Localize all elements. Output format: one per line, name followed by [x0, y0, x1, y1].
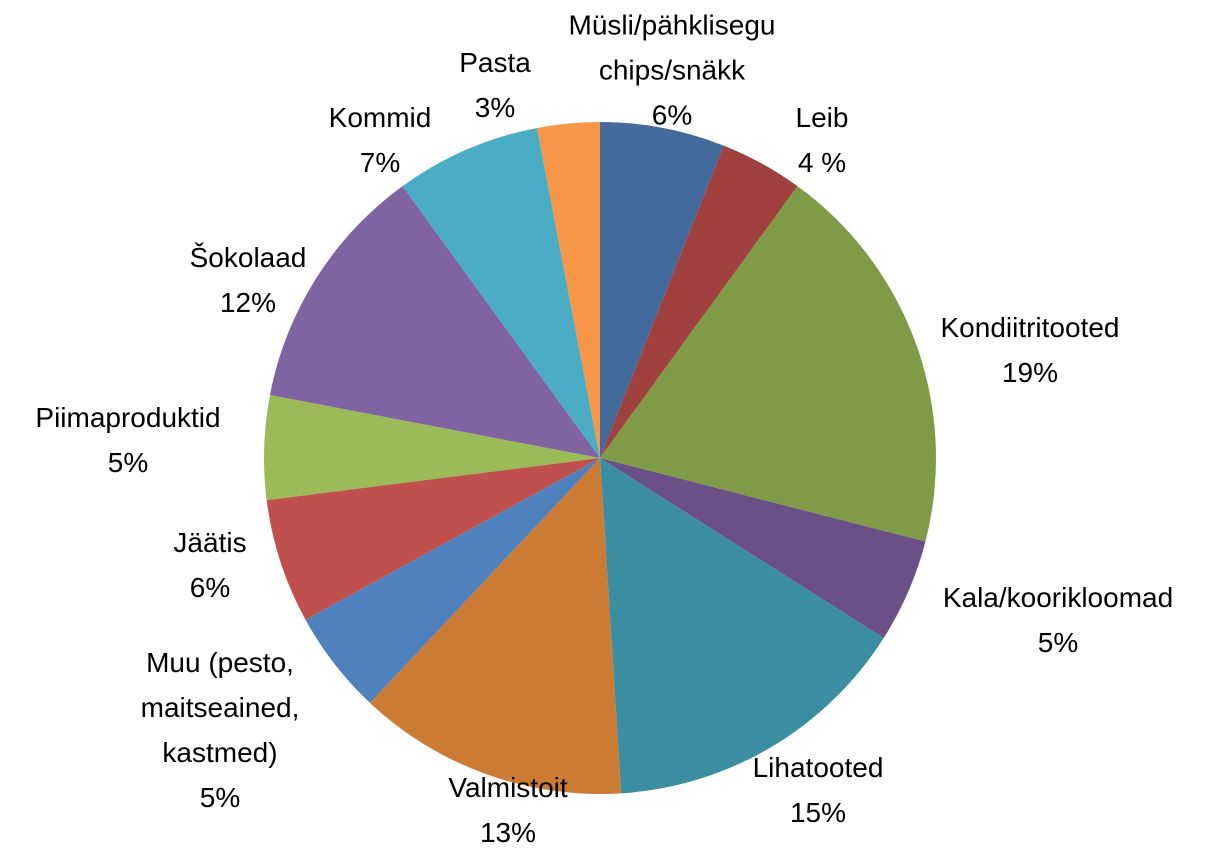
value-label: 5% [199, 782, 241, 813]
value-label: 5% [1037, 627, 1079, 658]
category-label: Valmistoit [448, 772, 568, 803]
slice [264, 395, 600, 501]
slice [266, 458, 600, 620]
category-label: Müsli/pähklisegu chips/snäkk [568, 9, 776, 86]
value-label: 12% [219, 287, 277, 318]
value-label: 6% [651, 99, 693, 131]
value-label: 5% [107, 447, 149, 478]
slice [537, 122, 600, 458]
category-label: Lihatooted [752, 752, 884, 783]
slice [600, 145, 798, 459]
slice-label: Kondiitritooted 19% [940, 305, 1119, 395]
value-label: 15% [789, 797, 847, 828]
slice [600, 458, 884, 794]
value-label: 4 % [797, 147, 847, 178]
category-label: Jäätis [173, 527, 247, 558]
slice-label: Valmistoit 13% [448, 765, 567, 855]
category-label: Kommid [328, 102, 432, 133]
slice-label: Lihatooted 15% [753, 745, 884, 835]
slice-label: Jäätis 6% [173, 520, 246, 610]
slice-label: Kommid 7% [329, 95, 432, 185]
slice [369, 458, 622, 794]
slice [269, 186, 600, 458]
slice [305, 458, 600, 703]
slice [600, 458, 926, 639]
slice-label: Leib 4 % [796, 95, 849, 185]
slice-label: Müsli/pähklisegu chips/snäkk 6% [569, 3, 776, 138]
category-label: Šokolaad [189, 242, 307, 273]
slice [402, 127, 600, 459]
slice-label: Muu (pesto, maitseained, kastmed) 5% [141, 640, 300, 820]
category-label: Kondiitritooted [940, 312, 1120, 343]
value-label: 19% [1001, 357, 1059, 388]
slice-label: Piimaproduktid 5% [35, 395, 220, 485]
value-label: 6% [189, 572, 231, 603]
category-label: Pasta [459, 47, 531, 78]
slice [600, 122, 724, 458]
value-label: 7% [359, 147, 401, 178]
category-label: Muu (pesto, maitseained, kastmed) [140, 647, 300, 768]
slice [600, 186, 936, 542]
slice-label: Kala/koorikloomad 5% [943, 575, 1173, 665]
category-label: Leib [795, 102, 849, 133]
value-label: 3% [474, 92, 516, 123]
slice-label: Pasta 3% [459, 40, 531, 130]
value-label: 13% [479, 817, 537, 848]
category-label: Kala/koorikloomad [942, 582, 1174, 613]
category-label: Piimaproduktid [35, 402, 221, 433]
slice-label: Šokolaad 12% [190, 235, 307, 325]
